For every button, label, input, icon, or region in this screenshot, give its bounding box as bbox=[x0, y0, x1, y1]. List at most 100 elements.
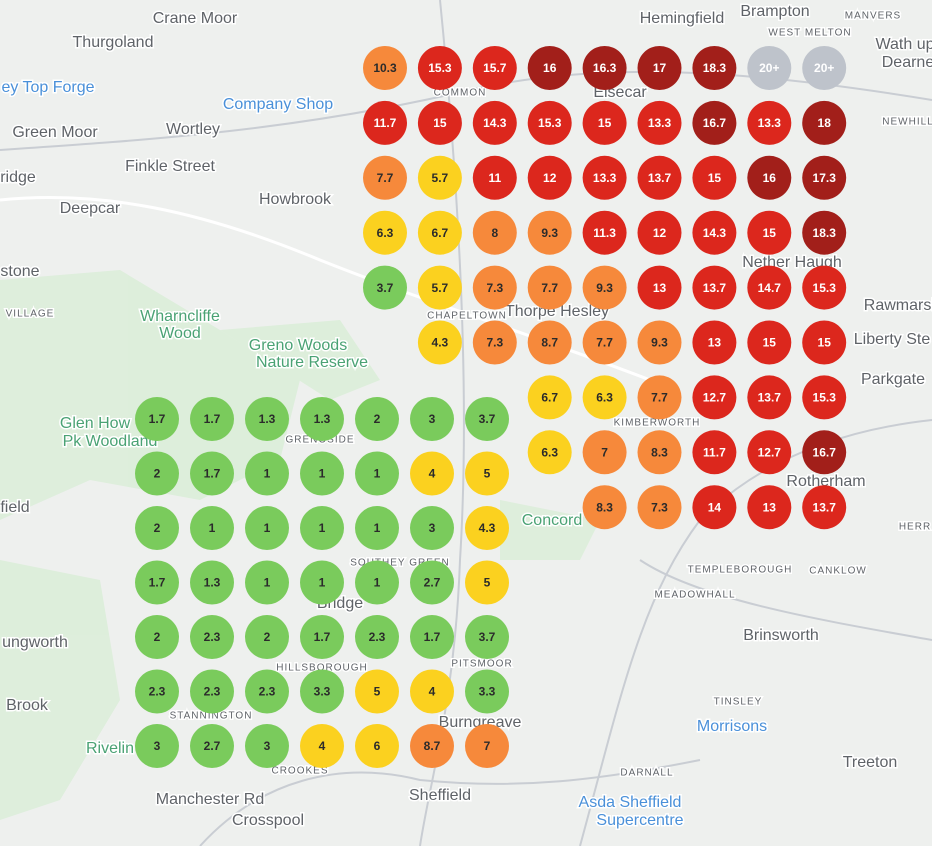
value-label: 1 bbox=[319, 576, 326, 590]
value-label: 1 bbox=[374, 521, 381, 535]
place-label: Burngreave bbox=[439, 714, 522, 731]
value-circle bbox=[417, 320, 462, 365]
value-circle bbox=[300, 669, 344, 714]
value-label: 15 bbox=[763, 226, 777, 240]
value-circle bbox=[410, 724, 454, 768]
value-circle bbox=[472, 100, 517, 145]
value-circle bbox=[802, 265, 847, 310]
value-label: 14.3 bbox=[483, 116, 507, 130]
value-label: 1.7 bbox=[314, 630, 331, 644]
value-circle bbox=[527, 46, 572, 90]
place-label: CANKLOW bbox=[809, 566, 867, 577]
value-label: 20+ bbox=[759, 61, 779, 75]
value-circle bbox=[637, 46, 682, 90]
value-circle bbox=[465, 669, 509, 714]
value-label: 11.7 bbox=[374, 116, 397, 130]
value-label: 3 bbox=[264, 739, 271, 753]
value-label: 3.7 bbox=[479, 412, 496, 426]
value-label: 7.3 bbox=[486, 336, 503, 350]
value-circle bbox=[637, 210, 682, 255]
value-label: 20+ bbox=[814, 61, 834, 75]
value-label: 15.3 bbox=[813, 281, 837, 295]
value-circle bbox=[245, 451, 289, 496]
value-label: 3.7 bbox=[377, 281, 394, 295]
value-circle bbox=[692, 155, 737, 200]
place-label: TINSLEY bbox=[714, 697, 763, 708]
place-label: Hemingfield bbox=[640, 10, 724, 27]
value-circle bbox=[802, 485, 847, 530]
value-label: 2.3 bbox=[259, 685, 276, 699]
value-label: 18 bbox=[818, 116, 832, 130]
value-circle bbox=[190, 615, 234, 659]
value-circle bbox=[135, 615, 179, 659]
place-label: Brinsworth bbox=[743, 627, 819, 644]
value-label: 10.3 bbox=[373, 61, 397, 75]
value-circle bbox=[747, 46, 792, 90]
value-label: 1 bbox=[264, 467, 271, 481]
place-label: Greno Woods bbox=[249, 337, 347, 354]
value-label: 9.3 bbox=[651, 336, 668, 350]
value-label: 15 bbox=[818, 336, 832, 350]
value-circle bbox=[135, 724, 179, 768]
value-circle bbox=[472, 265, 517, 310]
value-circle bbox=[417, 210, 462, 255]
value-circle bbox=[582, 320, 627, 365]
place-label: ridge bbox=[0, 169, 36, 186]
value-circle bbox=[410, 669, 454, 714]
place-label: Brook bbox=[6, 697, 49, 714]
place-label: Thorpe Hesley bbox=[505, 303, 609, 320]
place-label: MANVERS bbox=[845, 11, 901, 22]
place-label: Concord bbox=[522, 512, 582, 529]
value-circle bbox=[637, 375, 682, 420]
value-circle bbox=[190, 669, 234, 714]
value-label: 16.7 bbox=[813, 445, 837, 459]
value-circle bbox=[747, 485, 792, 530]
place-label: VILLAGE bbox=[6, 309, 55, 320]
value-label: 2.3 bbox=[369, 630, 386, 644]
value-label: 4 bbox=[319, 739, 326, 753]
value-label: 13.3 bbox=[758, 116, 782, 130]
value-label: 3.3 bbox=[314, 685, 331, 699]
value-circle bbox=[190, 724, 234, 768]
value-circle bbox=[747, 265, 792, 310]
value-label: 14.7 bbox=[758, 281, 782, 295]
place-label: Rivelin bbox=[86, 740, 134, 757]
value-circle bbox=[245, 724, 289, 768]
place-label: ungworth bbox=[2, 634, 68, 651]
value-label: 1 bbox=[319, 467, 326, 481]
value-circle bbox=[135, 451, 179, 496]
place-label: WEST MELTON bbox=[768, 28, 851, 39]
value-label: 1.7 bbox=[204, 467, 221, 481]
value-label: 2.3 bbox=[204, 630, 221, 644]
value-circle bbox=[802, 100, 847, 145]
value-label: 2 bbox=[154, 467, 161, 481]
value-label: 1 bbox=[374, 576, 381, 590]
value-label: 5 bbox=[484, 576, 491, 590]
place-label: Howbrook bbox=[259, 191, 332, 208]
value-circle bbox=[472, 320, 517, 365]
value-label: 1.3 bbox=[204, 576, 221, 590]
place-label: Crane Moor bbox=[153, 10, 238, 27]
value-label: 1.3 bbox=[259, 412, 276, 426]
value-circle bbox=[802, 375, 847, 420]
place-label: Finkle Street bbox=[125, 158, 215, 175]
value-label: 13.7 bbox=[813, 500, 837, 514]
value-circle bbox=[363, 210, 407, 255]
value-circle bbox=[355, 451, 399, 496]
value-label: 15.7 bbox=[483, 61, 507, 75]
place-label: Brampton bbox=[740, 3, 809, 20]
value-circle bbox=[417, 46, 462, 90]
place-label: CHAPELTOWN bbox=[427, 311, 507, 322]
value-label: 2 bbox=[154, 521, 161, 535]
value-label: 11.3 bbox=[593, 226, 616, 240]
value-label: 16 bbox=[543, 61, 557, 75]
value-label: 1.7 bbox=[204, 412, 221, 426]
place-label: Company Shop bbox=[223, 96, 333, 113]
value-circle bbox=[527, 320, 572, 365]
place-label: NEWHILL bbox=[882, 117, 932, 128]
value-label: 8 bbox=[491, 226, 498, 240]
value-circle bbox=[637, 155, 682, 200]
value-circle bbox=[802, 210, 847, 255]
place-label: DARNALL bbox=[620, 768, 673, 779]
value-label: 2 bbox=[154, 630, 161, 644]
